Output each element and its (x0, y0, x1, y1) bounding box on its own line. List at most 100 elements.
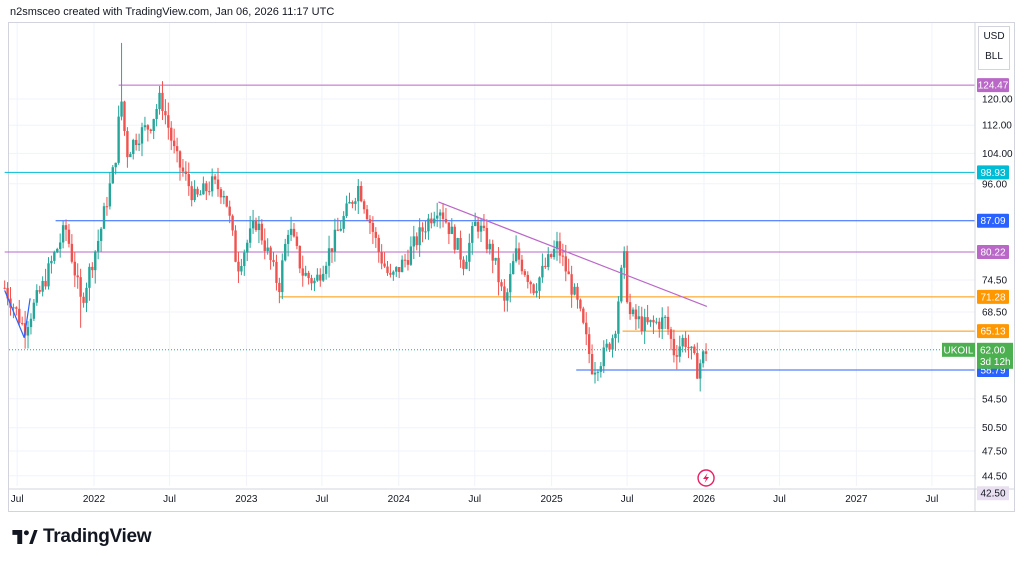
candle-body (333, 229, 337, 252)
time-tick-label: Jul (316, 494, 329, 505)
candle-body (675, 355, 679, 357)
candle-body (532, 284, 535, 294)
candle-body (380, 252, 383, 264)
candle-body (99, 228, 103, 241)
tradingview-logo[interactable]: TradingView (12, 526, 152, 548)
candle-body (35, 290, 39, 303)
candle-body (225, 195, 228, 207)
candle-body (50, 260, 53, 264)
time-tick-label: 2024 (388, 494, 411, 505)
trendline[interactable] (23, 298, 31, 338)
candle-body (91, 266, 94, 271)
candle-body (257, 223, 261, 231)
price-tick-label: 112.00 (982, 121, 1012, 132)
candle-body (129, 154, 132, 158)
candle-body (535, 290, 538, 294)
candle-body (216, 179, 220, 190)
candle-body (210, 176, 214, 192)
candle-body (327, 248, 331, 266)
horizontal-levels (4, 84, 975, 371)
candle-body (421, 227, 424, 232)
candle-body (140, 127, 144, 144)
candle-body (564, 256, 567, 272)
price-tick-label: 120.00 (982, 95, 1013, 106)
candle-body (646, 317, 649, 323)
candle-body (482, 225, 486, 229)
candle-body (634, 309, 638, 320)
candle-body (418, 227, 421, 246)
symbol-tag: UKOIL (943, 345, 973, 356)
brand-name: TradingView (43, 526, 152, 547)
candle-body (701, 351, 705, 364)
candle-body (348, 201, 351, 204)
candle-body (438, 212, 442, 216)
currency-code: USD (983, 31, 1005, 42)
candle-body (386, 266, 389, 273)
price-level-label: 80.22 (980, 247, 1005, 258)
candle-body (222, 195, 226, 198)
candle-body (690, 346, 693, 349)
candle-body (251, 220, 255, 229)
candlesticks (3, 42, 708, 392)
candle-body (541, 265, 544, 278)
candle-body (161, 92, 164, 112)
candle-body (313, 280, 316, 284)
candle-body (175, 146, 179, 152)
candle-body (164, 111, 167, 116)
candle-body (111, 167, 114, 184)
price-tick-label: 44.50 (982, 471, 1007, 482)
candle-body (488, 243, 491, 250)
price-tick-label: 54.50 (982, 394, 1007, 405)
candle-body (666, 316, 670, 330)
candle-body (102, 206, 106, 229)
candle-body (126, 131, 129, 158)
time-tick-label: 2022 (83, 494, 106, 505)
candle-body (123, 101, 126, 132)
candle-body (462, 259, 465, 269)
candle-body (523, 271, 527, 275)
grid-lines (9, 23, 975, 486)
candle-body (444, 218, 448, 223)
candle-body (29, 318, 33, 328)
candle-body (643, 317, 646, 331)
current-price-label: 62.00 (980, 345, 1005, 356)
price-chart[interactable]: 120.00 112.00 104.00 96.00 74.50 68.50 54.50 50… (0, 0, 1024, 520)
trendline[interactable] (4, 290, 25, 338)
candle-body (605, 343, 608, 348)
candle-body (117, 116, 120, 163)
candle-body (20, 323, 24, 325)
candle-body (193, 188, 196, 201)
trendline[interactable] (438, 201, 708, 307)
candle-body (152, 119, 155, 131)
candle-body (38, 290, 41, 292)
candle-body (18, 308, 21, 324)
candle-body (397, 267, 401, 273)
candle-body (243, 252, 246, 266)
candle-body (120, 101, 123, 117)
candle-body (669, 329, 673, 339)
candle-body (602, 347, 605, 367)
candle-body (599, 366, 603, 372)
candle-body (295, 236, 299, 246)
price-level-label: 65.13 (980, 327, 1005, 338)
candle-body (409, 246, 413, 265)
candle-body (190, 186, 193, 201)
symbol-tag-bg (942, 342, 975, 357)
candle-body (441, 212, 445, 219)
candle-body (383, 263, 386, 267)
candle-body (596, 371, 600, 373)
candle-body (301, 268, 304, 276)
price-level-label: 87.09 (980, 216, 1005, 227)
candle-body (6, 287, 9, 299)
candle-body (684, 337, 687, 347)
chart-area[interactable] (8, 22, 1015, 512)
currency-unit-box[interactable]: USD BLL (978, 26, 1010, 70)
candle-body (240, 265, 243, 272)
candle-body (476, 221, 480, 232)
candle-body (269, 247, 272, 261)
candle-body (357, 185, 360, 202)
candle-body (149, 129, 152, 131)
time-tick-label: Jul (163, 494, 176, 505)
candle-body (26, 327, 30, 336)
candle-body (108, 183, 112, 207)
